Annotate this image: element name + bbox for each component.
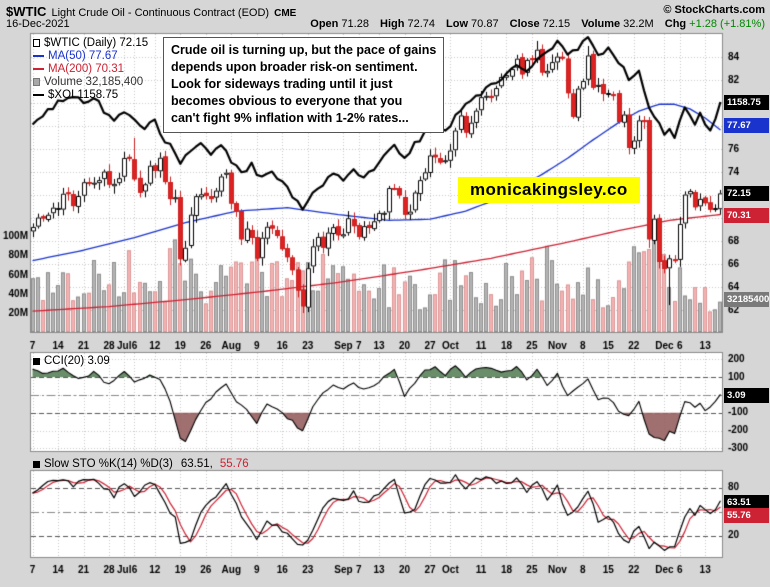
open-value: 71.28	[341, 18, 369, 30]
watermark-label: monicakingsley.co	[458, 177, 640, 203]
ma200-value-box: 70.31	[724, 208, 769, 223]
high-label: High	[380, 18, 405, 30]
legend-ma50-label: MA(50) 77.67	[48, 49, 118, 62]
legend-wtic-label: $WTIC (Daily) 72.15	[44, 36, 149, 49]
sto-k-value-box: 63.51	[724, 495, 769, 510]
cci-swatch-icon	[33, 357, 40, 365]
ma50-line-icon	[33, 54, 44, 57]
sto-legend: Slow STO %K(14) %D(3) 63.51, 55.76	[33, 458, 249, 470]
ticker-name: Light Crude Oil - Continuous Contract (E…	[51, 7, 270, 19]
chg-label: Chg	[664, 18, 687, 30]
chg-value: +1.28 (+1.81%)	[689, 18, 765, 30]
xoi-line-icon	[33, 93, 44, 96]
volume-bar-icon	[33, 77, 40, 86]
annotation-line: depends upon broader risk-on sentiment.	[171, 60, 418, 74]
volume-value: 32.2M	[623, 18, 654, 30]
quote-bar: Open 71.28 High 72.74 Low 70.87 Close 72.15 …	[302, 18, 765, 30]
ma200-line-icon	[33, 67, 44, 70]
legend-volume-label: Volume 32,185,400	[44, 75, 144, 88]
sto-k-legend-value: 63.51,	[180, 458, 213, 470]
legend-row-ma200: MA(200) 70.31	[33, 62, 148, 75]
legend-row-xoi: $XOI 1158.75	[33, 88, 148, 101]
low-label: Low	[446, 18, 469, 30]
legend-ma200-label: MA(200) 70.31	[48, 62, 125, 75]
close-value: 72.15	[542, 18, 571, 30]
annotation-line: Look for sideways trading until it just	[171, 77, 393, 91]
volume-value-box: 32185400	[724, 292, 769, 307]
last-price-box: 72.15	[724, 186, 769, 201]
legend-xoi-label: $XOI 1158.75	[48, 88, 119, 101]
sto-d-value-box: 55.76	[724, 508, 769, 523]
close-label: Close	[509, 18, 540, 30]
wtic-candle-icon	[33, 38, 40, 47]
exchange-label: CME	[274, 8, 297, 19]
sto-swatch-icon	[33, 460, 40, 468]
annotation-line: can't fight 9% inflation with 1-2% rates…	[171, 111, 409, 125]
xoi-value-box: 1158.75	[724, 95, 769, 110]
low-value: 70.87	[471, 18, 499, 30]
main-legend: $WTIC (Daily) 72.15 MA(50) 77.67 MA(200)…	[33, 36, 148, 101]
legend-row-ma50: MA(50) 77.67	[33, 49, 148, 62]
cci-legend-label: CCI(20) 3.09	[44, 355, 110, 367]
legend-row-wtic: $WTIC (Daily) 72.15	[33, 36, 148, 49]
cci-legend: CCI(20) 3.09	[33, 355, 110, 367]
ticker-symbol: $WTIC	[6, 4, 47, 19]
annotation-line: becomes obvious to everyone that you	[171, 94, 403, 108]
chart-title: $WTIC Light Crude Oil - Continuous Contra…	[6, 3, 296, 21]
ma50-value-box: 77.67	[724, 118, 769, 133]
sto-d-legend-value: 55.76	[219, 458, 249, 470]
cci-value-box: 3.09	[724, 388, 769, 403]
annotation-line: Crude oil is turning up, but the pace of…	[171, 43, 437, 57]
copyright: © StockCharts.com	[663, 4, 765, 16]
high-value: 72.74	[407, 18, 435, 30]
annotation-box: Crude oil is turning up, but the pace of…	[163, 37, 445, 133]
sto-legend-label: Slow STO %K(14) %D(3)	[44, 458, 173, 470]
legend-row-volume: Volume 32,185,400	[33, 75, 148, 88]
chart-date: 16-Dec-2021	[6, 18, 70, 30]
open-label: Open	[310, 18, 339, 30]
volume-label: Volume	[581, 18, 621, 30]
